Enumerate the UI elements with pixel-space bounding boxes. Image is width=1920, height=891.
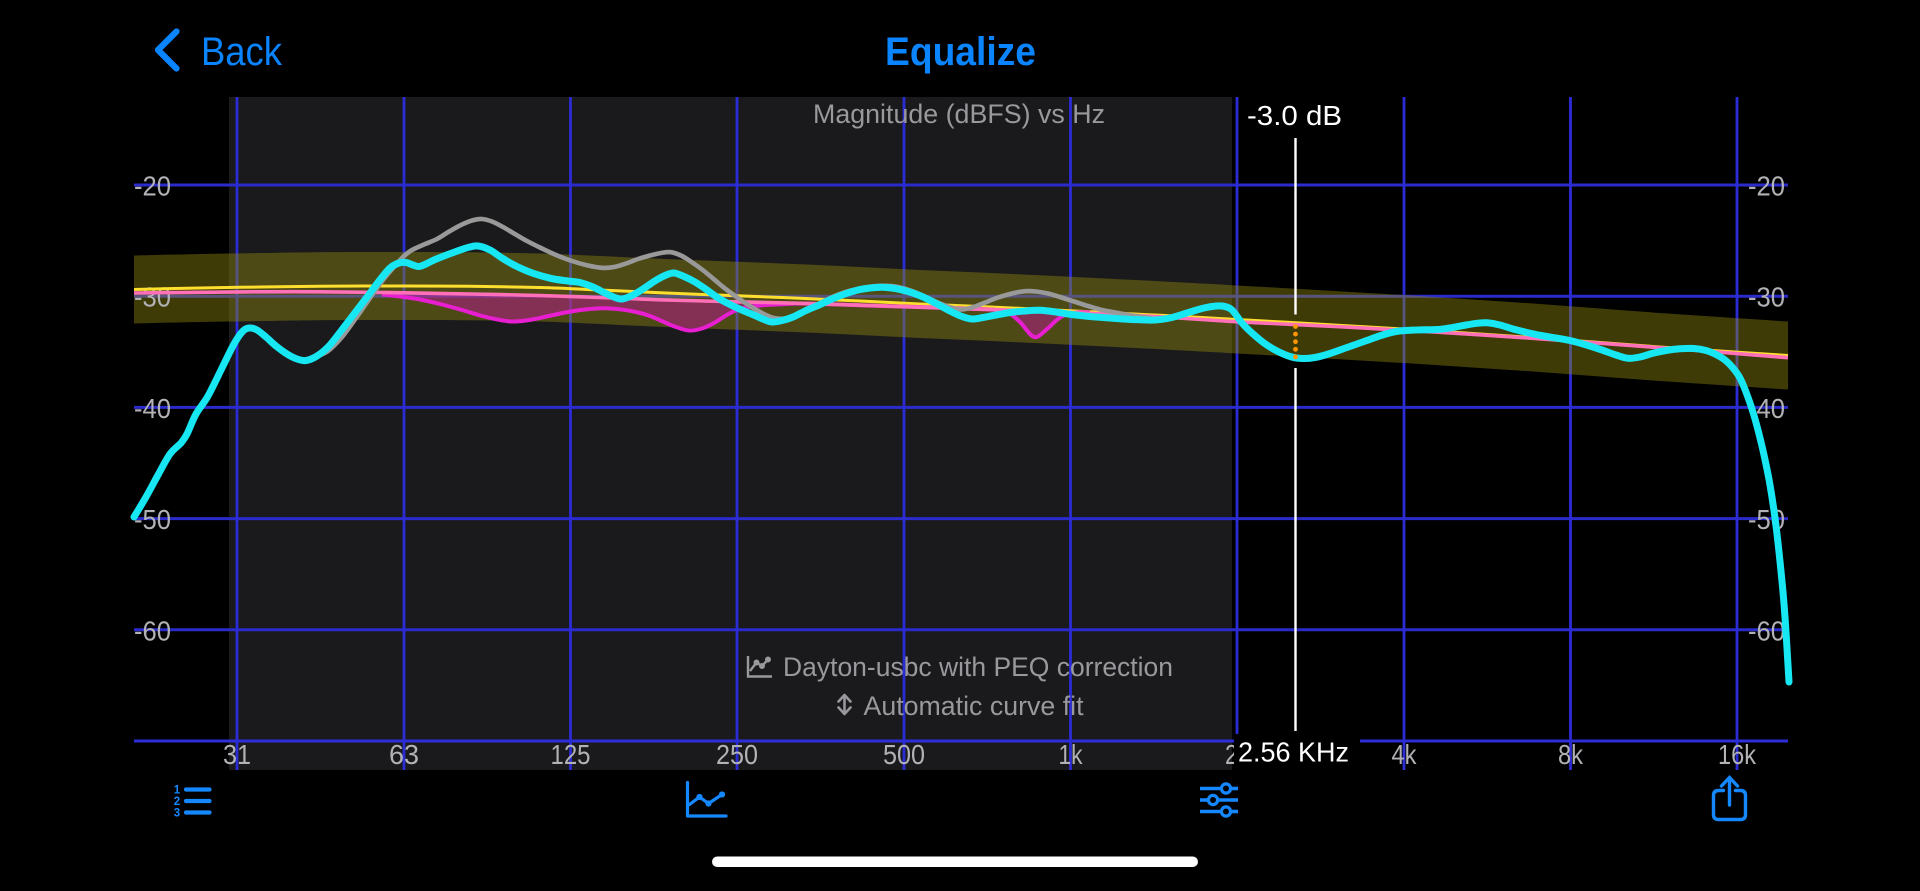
- svg-text:-30: -30: [1748, 282, 1785, 313]
- svg-text:Back: Back: [201, 30, 283, 74]
- svg-text:31: 31: [223, 739, 251, 770]
- svg-text:-3.0 dB: -3.0 dB: [1247, 100, 1342, 131]
- svg-text:Equalize: Equalize: [885, 30, 1036, 74]
- svg-text:2.56 KHz: 2.56 KHz: [1238, 737, 1349, 768]
- svg-text:2: 2: [174, 796, 180, 808]
- svg-text:63: 63: [389, 739, 419, 770]
- svg-text:Magnitude (dBFS) vs Hz: Magnitude (dBFS) vs Hz: [813, 99, 1105, 129]
- svg-text:-20: -20: [1748, 171, 1785, 202]
- svg-text:125: 125: [551, 739, 591, 770]
- svg-text:Dayton-usbc with PEQ correctio: Dayton-usbc with PEQ correction: [783, 652, 1173, 682]
- svg-text:3: 3: [174, 808, 180, 820]
- svg-text:-40: -40: [134, 393, 171, 424]
- svg-text:Automatic curve fit: Automatic curve fit: [864, 691, 1084, 721]
- svg-text:4k: 4k: [1392, 739, 1418, 770]
- svg-text:-60: -60: [134, 615, 171, 646]
- svg-text:1: 1: [174, 785, 181, 797]
- svg-text:8k: 8k: [1558, 739, 1584, 770]
- svg-text:250: 250: [716, 739, 758, 770]
- svg-text:1k: 1k: [1059, 739, 1084, 770]
- svg-text:-30: -30: [134, 282, 171, 313]
- svg-text:-60: -60: [1748, 615, 1785, 646]
- svg-text:-20: -20: [134, 171, 171, 202]
- svg-text:16k: 16k: [1718, 739, 1757, 770]
- svg-text:500: 500: [883, 739, 925, 770]
